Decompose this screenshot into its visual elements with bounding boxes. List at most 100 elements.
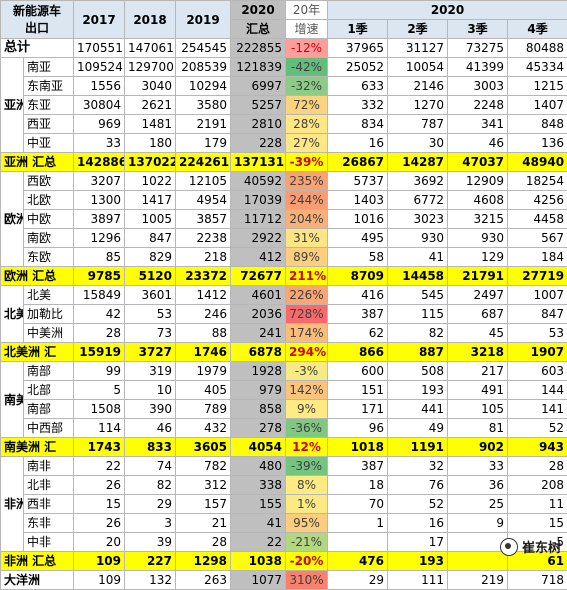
- watermark-text: 崔东树: [522, 537, 561, 556]
- cell-q4: 1215: [508, 77, 567, 96]
- cell-y2018: 74: [125, 457, 176, 476]
- growth-cell: -21%: [286, 533, 328, 552]
- cell-y2018: 3601: [125, 286, 176, 305]
- region-label-north_america: 北美洲: [1, 286, 24, 343]
- cell-q3: [448, 552, 508, 571]
- cell-y2017: 15919: [74, 343, 125, 362]
- cell-q2: 30: [388, 134, 448, 153]
- cell-q4: 15: [508, 514, 567, 533]
- header-title-line1: 新能源车: [4, 3, 70, 20]
- cell-y2018: 39: [125, 533, 176, 552]
- row-label: 西欧: [24, 172, 74, 191]
- cell-y2018: 3727: [125, 343, 176, 362]
- growth-cell: 8%: [286, 476, 328, 495]
- cell-y2017: 30804: [74, 96, 125, 115]
- row-label: 西亚: [24, 115, 74, 134]
- cell-y2018: 10: [125, 381, 176, 400]
- region-label-asia: 亚洲: [1, 58, 24, 153]
- cell-y2020: 5257: [231, 96, 286, 115]
- cell-y2017: 3897: [74, 210, 125, 229]
- cell-q3: 25: [448, 495, 508, 514]
- header-row-1: 新能源车 出口 2017 2018 2019 2020 20年 2020: [1, 1, 567, 20]
- growth-cell: 310%: [286, 571, 328, 590]
- cell-y2019: 21: [176, 514, 231, 533]
- cell-q1: 96: [328, 419, 388, 438]
- cell-y2020: 2922: [231, 229, 286, 248]
- cell-q2: 3023: [388, 210, 448, 229]
- row-label: 南美洲 汇: [1, 438, 74, 457]
- cell-y2019: 157: [176, 495, 231, 514]
- cell-y2019: 28: [176, 533, 231, 552]
- cell-q2: 31127: [388, 39, 448, 58]
- sheet-container: 新能源车 出口 2017 2018 2019 2020 20年 2020 汇总 …: [0, 0, 567, 572]
- cell-q3: 129: [448, 248, 508, 267]
- col-2020-top: 2020: [231, 1, 286, 20]
- cell-y2019: 2238: [176, 229, 231, 248]
- cell-q4: 45334: [508, 58, 567, 77]
- row-label: 西非: [24, 495, 74, 514]
- cell-q2: 76: [388, 476, 448, 495]
- cell-q1: 8709: [328, 267, 388, 286]
- cell-q4: 603: [508, 362, 567, 381]
- cell-y2020: 278: [231, 419, 286, 438]
- cell-q2: 82: [388, 324, 448, 343]
- growth-cell: -12%: [286, 39, 328, 58]
- cell-q1: 171: [328, 400, 388, 419]
- cell-y2018: 137022: [125, 153, 176, 172]
- cell-y2018: 147061: [125, 39, 176, 58]
- cell-q4: 1407: [508, 96, 567, 115]
- cell-q4: 11: [508, 495, 567, 514]
- cell-y2019: 88: [176, 324, 231, 343]
- region-label-africa: 非洲: [1, 457, 24, 552]
- cell-q3: 2248: [448, 96, 508, 115]
- cell-q3: 3218: [448, 343, 508, 362]
- row-label: 北美洲 汇: [1, 343, 74, 362]
- col-quarter-group: 2020: [328, 1, 567, 20]
- cell-y2020: 241: [231, 324, 286, 343]
- row-label: 中西部: [24, 419, 74, 438]
- cell-y2017: 1556: [74, 77, 125, 96]
- cell-y2019: 312: [176, 476, 231, 495]
- cell-y2019: 1298: [176, 552, 231, 571]
- cell-y2017: 1508: [74, 400, 125, 419]
- cell-y2020: 228: [231, 134, 286, 153]
- cell-q1: 26867: [328, 153, 388, 172]
- cell-q1: 1403: [328, 191, 388, 210]
- cell-q1: 5737: [328, 172, 388, 191]
- cell-q3: 33: [448, 457, 508, 476]
- row-label: 南部: [24, 362, 74, 381]
- cell-q4: 184: [508, 248, 567, 267]
- cell-q1: 25052: [328, 58, 388, 77]
- cell-q4: 48940: [508, 153, 567, 172]
- cell-y2017: 1296: [74, 229, 125, 248]
- cell-y2019: 10294: [176, 77, 231, 96]
- col-growth-bottom: 增速: [286, 20, 328, 39]
- cell-q4: 567: [508, 229, 567, 248]
- cell-y2020: 222855: [231, 39, 286, 58]
- cell-q4: 136: [508, 134, 567, 153]
- cell-y2017: 42: [74, 305, 125, 324]
- cell-q1: 37965: [328, 39, 388, 58]
- cell-q1: 633: [328, 77, 388, 96]
- cell-y2020: 22: [231, 533, 286, 552]
- cell-y2017: 85: [74, 248, 125, 267]
- cell-y2020: 137131: [231, 153, 286, 172]
- cell-q4: 53: [508, 324, 567, 343]
- cell-q3: 341: [448, 115, 508, 134]
- cell-q3: 9: [448, 514, 508, 533]
- cell-q3: 47037: [448, 153, 508, 172]
